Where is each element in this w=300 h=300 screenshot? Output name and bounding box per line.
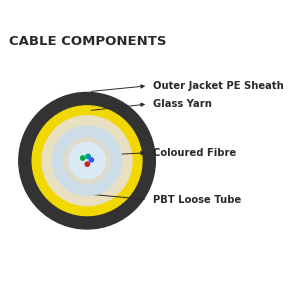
Circle shape — [85, 162, 89, 166]
Circle shape — [19, 92, 155, 229]
Circle shape — [52, 126, 122, 196]
Circle shape — [89, 158, 94, 162]
Text: PBT Loose Tube: PBT Loose Tube — [153, 194, 241, 205]
Circle shape — [42, 116, 132, 206]
Text: Outer Jacket PE Sheath: Outer Jacket PE Sheath — [153, 81, 284, 91]
Text: Coloured Fibre: Coloured Fibre — [153, 148, 236, 158]
Circle shape — [69, 142, 105, 179]
Circle shape — [64, 138, 110, 184]
Circle shape — [32, 106, 142, 216]
Text: CABLE COMPONENTS: CABLE COMPONENTS — [9, 35, 167, 48]
Circle shape — [86, 154, 90, 159]
Circle shape — [81, 156, 85, 160]
Text: Glass Yarn: Glass Yarn — [153, 99, 211, 109]
